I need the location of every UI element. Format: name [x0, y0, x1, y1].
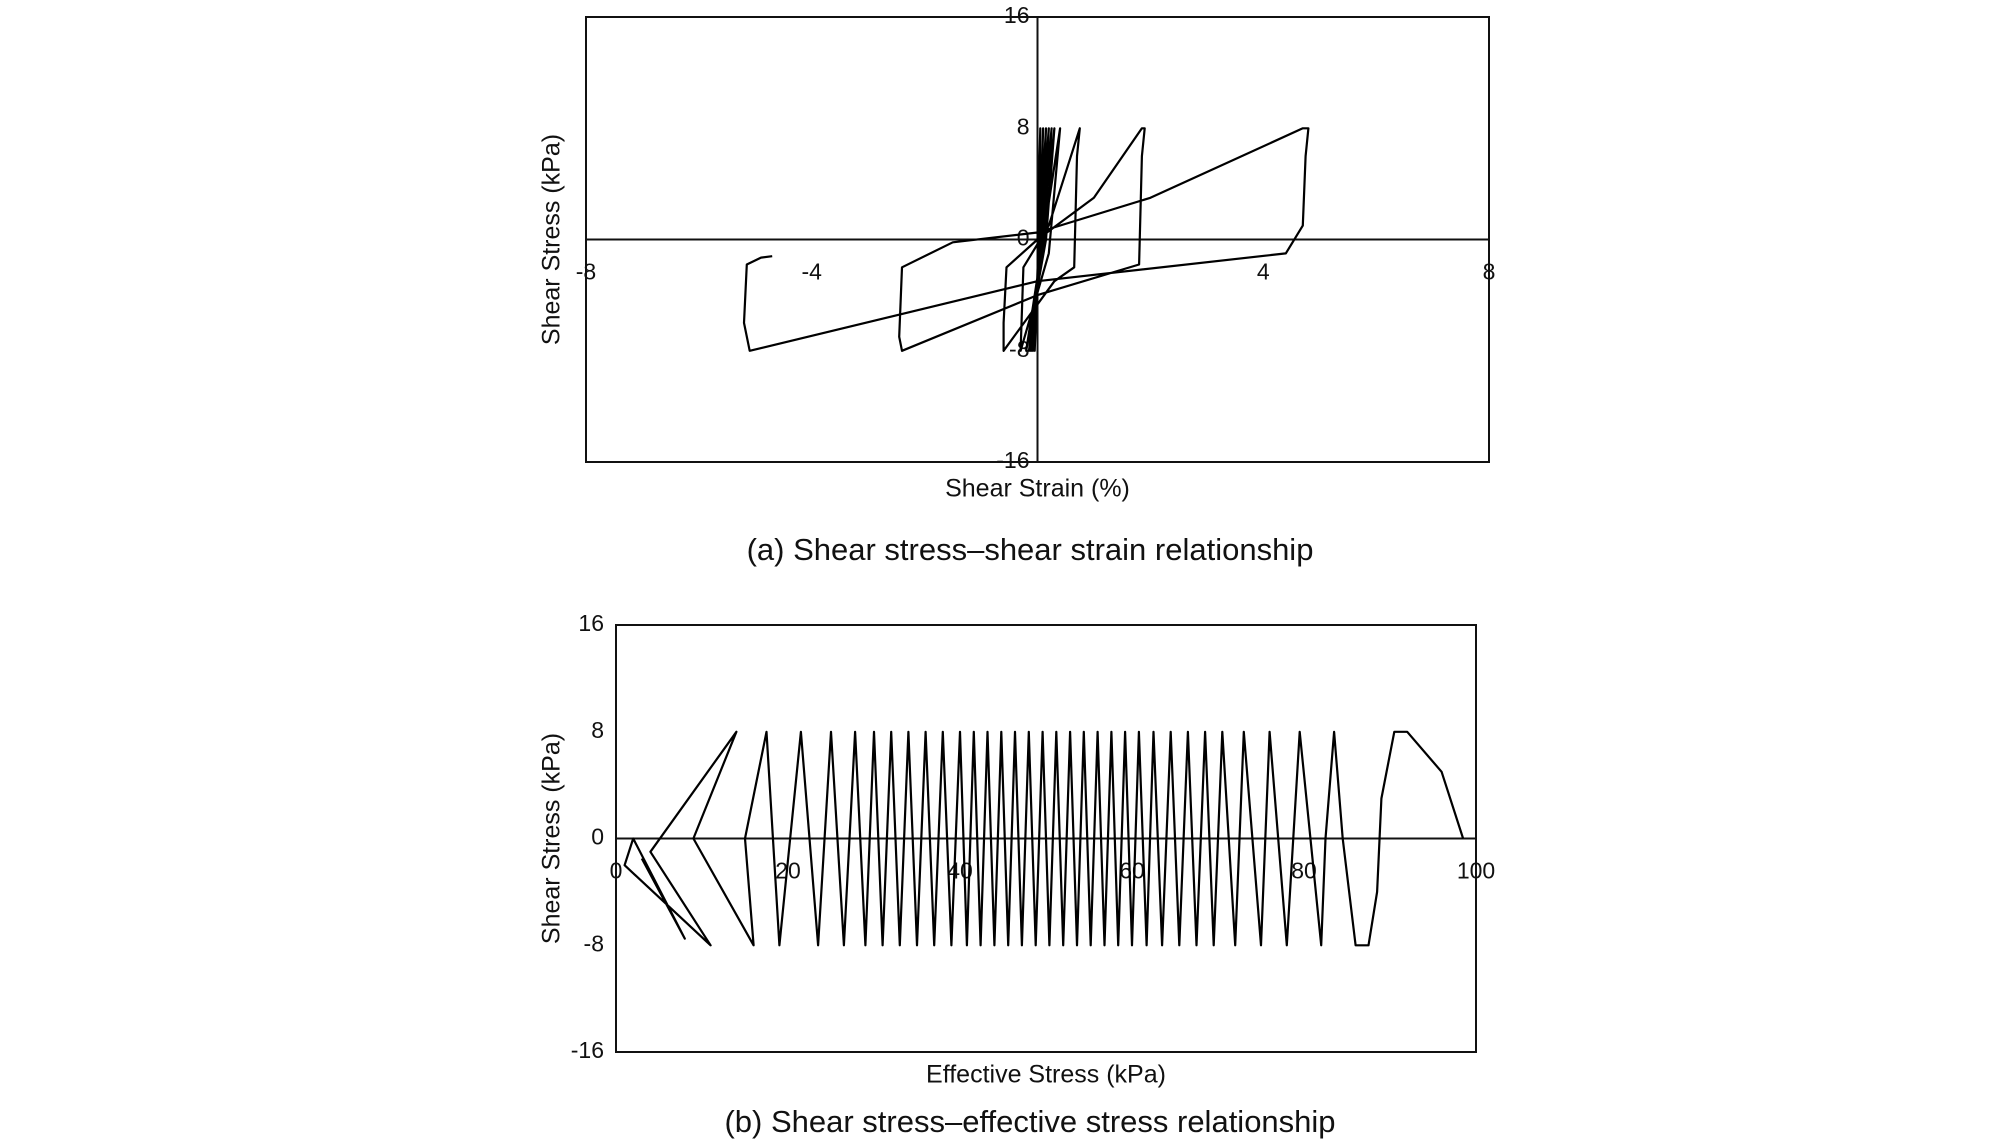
- y-tick-label: -8: [1009, 336, 1029, 362]
- x-tick-label: 0: [610, 858, 623, 884]
- x-tick-label: 8: [1483, 259, 1496, 285]
- x-tick-label: -4: [802, 259, 823, 285]
- y-tick-label: 16: [1004, 2, 1030, 28]
- caption: (b) Shear stress–effective stress relati…: [724, 1104, 1335, 1139]
- data-line: [742, 127, 1310, 352]
- y-tick-label: 8: [1017, 113, 1030, 139]
- y-tick-label: 0: [1017, 225, 1030, 251]
- y-tick-label: 8: [591, 717, 604, 743]
- y-axis-title: Shear Stress (kPa): [538, 134, 566, 345]
- x-tick-label: 60: [1119, 858, 1145, 884]
- y-axis-title: Shear Stress (kPa): [538, 733, 566, 944]
- data-line: [623, 730, 1465, 947]
- x-axis-title: Effective Stress (kPa): [926, 1061, 1166, 1089]
- y-tick-label: -16: [571, 1037, 604, 1063]
- x-tick-label: 4: [1257, 259, 1270, 285]
- x-tick-label: -8: [576, 259, 596, 285]
- y-tick-label: 0: [591, 824, 604, 850]
- x-tick-label: 100: [1457, 858, 1495, 884]
- y-tick-label: -8: [584, 930, 604, 956]
- y-tick-label: 16: [578, 610, 604, 636]
- y-tick-label: -16: [996, 447, 1029, 473]
- x-axis-title: Shear Strain (%): [945, 475, 1130, 503]
- caption: (a) Shear stress–shear strain relationsh…: [747, 532, 1314, 567]
